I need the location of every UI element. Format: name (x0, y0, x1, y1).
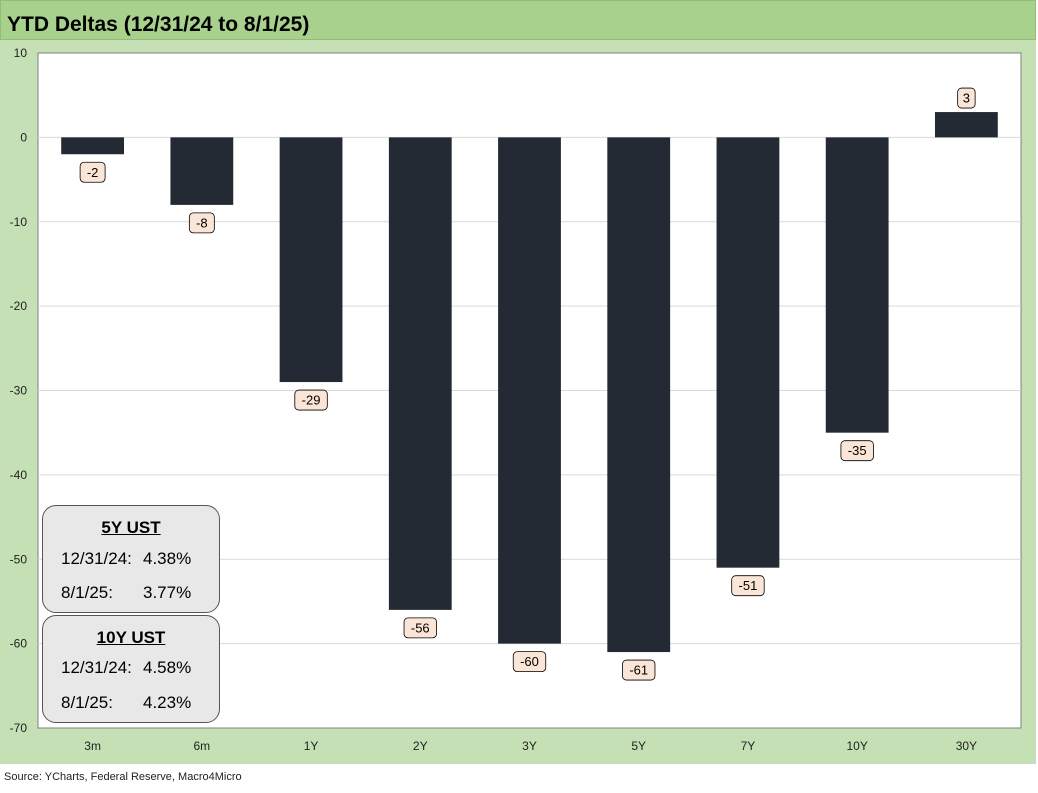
y-tick-label: -40 (10, 468, 28, 482)
data-label: -35 (848, 443, 867, 458)
data-label-box (731, 575, 765, 597)
data-label: -29 (302, 393, 321, 408)
bar-1Y (279, 137, 343, 383)
info-row: 8/1/25: 4.23% (61, 693, 191, 713)
x-tick-label: 1Y (304, 739, 319, 753)
x-tick-label: 7Y (741, 739, 756, 753)
chart-area: 10 0 -10 -20 -30 -40 -50 -60 -70 3m -2 6m -8 1Y -29 2Y -… (0, 40, 1036, 764)
data-label-box (512, 651, 547, 673)
data-label: -2 (87, 165, 99, 180)
info-row: 12/31/24: 4.58% (61, 658, 191, 678)
data-label-box (840, 440, 874, 462)
y-tick-label: -10 (10, 215, 28, 229)
bar-7Y (716, 137, 780, 568)
data-label: -51 (739, 578, 758, 593)
y-tick-label: -70 (10, 721, 28, 735)
data-label-box (294, 389, 328, 411)
bar-5Y (607, 137, 671, 653)
info-row-value: 4.58% (143, 658, 192, 677)
info-row: 8/1/25: 3.77% (61, 583, 191, 603)
y-tick-label: -30 (10, 384, 28, 398)
info-row-value: 3.77% (143, 583, 192, 602)
x-tick-label: 5Y (631, 739, 646, 753)
data-label: -61 (629, 663, 648, 678)
data-label: 3 (963, 91, 970, 106)
info-row-date: 12/31/24: (61, 658, 132, 677)
x-tick-label: 3Y (522, 739, 537, 753)
x-tick-label: 6m (193, 739, 210, 753)
data-label: -56 (411, 620, 430, 635)
info-row-date: 8/1/25: (61, 693, 113, 712)
info-row-value: 4.38% (143, 549, 192, 568)
info-row-date: 12/31/24: (61, 549, 132, 568)
y-tick-label: -20 (10, 299, 28, 313)
info-row-date: 8/1/25: (61, 583, 113, 602)
data-label-box (957, 87, 976, 109)
title-bar: YTD Deltas (12/31/24 to 8/1/25) (0, 0, 1036, 40)
source-note: Source: YCharts, Federal Reserve, Macro4… (4, 771, 242, 783)
bar-6m (170, 137, 234, 205)
info-box-10y-ust: 10Y UST 12/31/24: 4.58% 8/1/25: 4.23% (42, 615, 220, 723)
data-label-box (403, 617, 437, 639)
y-tick-label: 10 (14, 46, 28, 60)
bar-3m (61, 137, 125, 155)
data-label-box (188, 212, 215, 234)
info-box-5y-ust: 5Y UST 12/31/24: 4.38% 8/1/25: 3.77% (42, 505, 220, 613)
chart-title: YTD Deltas (12/31/24 to 8/1/25) (7, 13, 310, 36)
data-label-box (79, 161, 106, 183)
bar-3Y (498, 137, 561, 644)
data-label: -8 (196, 215, 208, 230)
info-row-value: 4.23% (143, 693, 192, 712)
y-tick-label: -50 (10, 552, 28, 566)
info-box-title: 10Y UST (96, 628, 166, 647)
bar-30Y (934, 112, 998, 138)
x-tick-label: 30Y (956, 739, 977, 753)
x-tick-label: 2Y (413, 739, 428, 753)
x-tick-label: 3m (84, 739, 101, 753)
info-row: 12/31/24: 4.38% (61, 549, 191, 569)
data-label: -60 (520, 654, 539, 669)
y-tick-label: 0 (20, 130, 27, 144)
bar-10Y (825, 137, 889, 433)
info-box-title: 5Y UST (101, 518, 161, 537)
data-label-box (622, 659, 656, 681)
x-tick-label: 10Y (846, 739, 867, 753)
y-tick-label: -60 (10, 637, 28, 651)
bar-2Y (388, 137, 452, 610)
